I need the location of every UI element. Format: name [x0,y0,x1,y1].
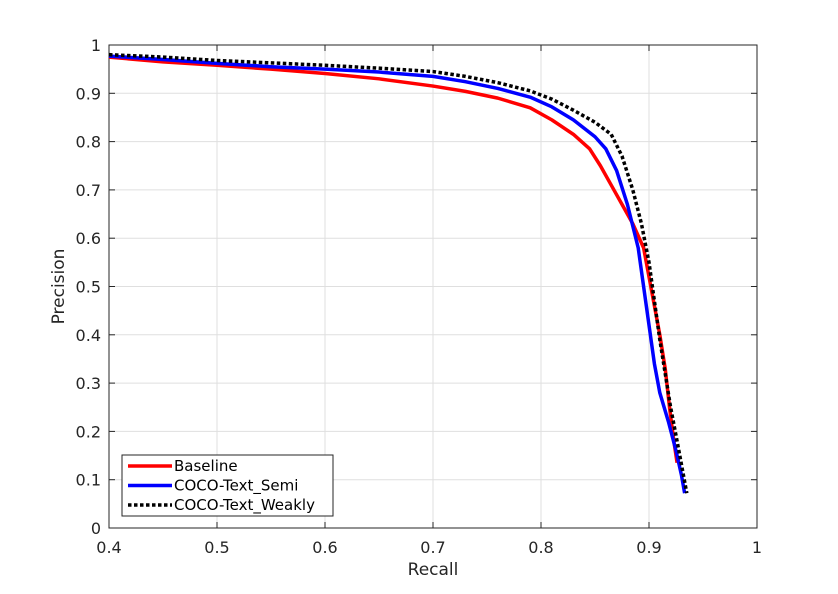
x-axis-label: Recall [408,560,459,580]
series-group [108,52,689,494]
y-tick-label: 0.3 [76,374,101,393]
y-tick-label: 0.6 [76,229,101,248]
y-tick-label: 1 [91,36,101,55]
x-tick-label: 0.6 [312,538,337,557]
x-tick-label: 0.4 [96,538,121,557]
y-axis-label: Precision [49,249,69,325]
x-tick-label: 0.5 [204,538,229,557]
x-tick-label: 0.7 [420,538,445,557]
x-tick-label: 1 [752,538,762,557]
y-tick-label: 0.8 [76,133,101,152]
series-line-coco-text-semi [108,54,687,494]
series-line-coco-text-weakly [108,52,689,494]
legend-label: COCO-Text_Semi [174,477,298,496]
axes: 0.4 0.5 0.6 0.7 0.8 0.9 1 0 0.1 0.2 0.3 0.4 0.5 0.6 0.… [76,36,763,557]
x-tick-label: 0.9 [636,538,661,557]
legend-label: Baseline [174,457,238,475]
y-tick-label: 0.5 [76,278,101,297]
y-tick-label: 0.9 [76,84,101,103]
grid [109,45,757,528]
y-tick-label: 0.1 [76,471,101,490]
y-tick-label: 0.2 [76,422,101,441]
x-tick-label: 0.8 [528,538,553,557]
y-tick-label: 0.4 [76,326,101,345]
y-tick-label: 0 [91,519,101,538]
axes-box [108,44,758,529]
legend-label: COCO-Text_Weakly [174,496,315,515]
y-tick-label: 0.7 [76,181,101,200]
